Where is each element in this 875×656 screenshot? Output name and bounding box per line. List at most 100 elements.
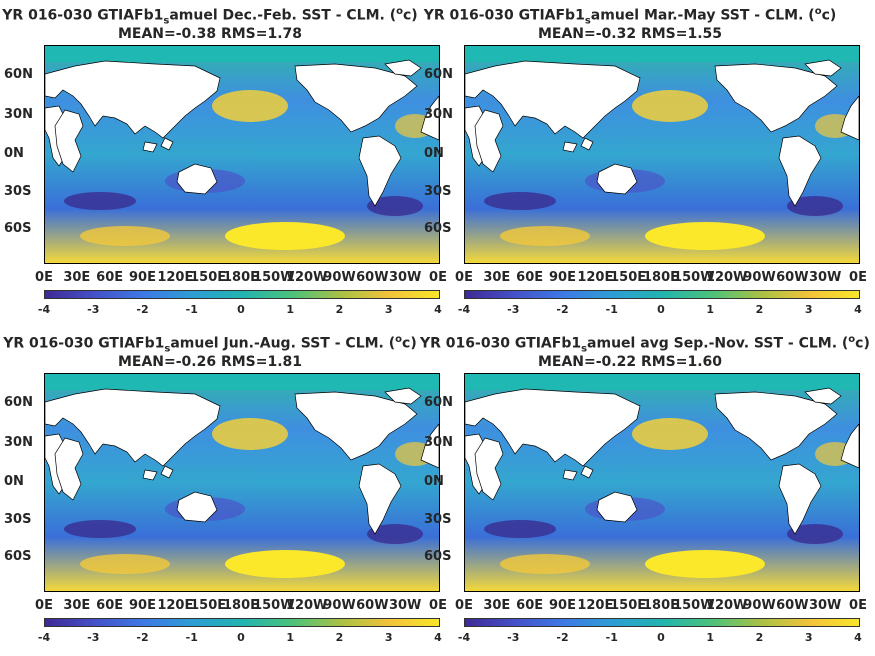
panel-title: YR 016-030 GTIAFb1samuel Mar.-May SST - … xyxy=(420,6,840,26)
map-field xyxy=(45,46,439,263)
colorbar-tick-label: 3 xyxy=(804,631,813,644)
colorbar-tick-label: 2 xyxy=(755,631,764,644)
lon-tick-label: 60E xyxy=(96,598,124,613)
colorbar-tick-label: 4 xyxy=(434,303,442,316)
lon-tick-label: 60W xyxy=(776,270,809,285)
lat-tick-label: 0N xyxy=(424,474,444,489)
map-area xyxy=(464,45,860,264)
lat-tick-label: 60N xyxy=(424,395,453,410)
colorbar-tick-label: -2 xyxy=(556,303,569,316)
lon-tick-label: 120E xyxy=(577,598,614,613)
lon-tick-label: 90W xyxy=(743,598,776,613)
lon-tick-label: 150E xyxy=(610,598,647,613)
colorbar-tick-label: -1 xyxy=(605,631,618,644)
colorbar-tick-label: 3 xyxy=(384,631,393,644)
lon-tick-label: 150W xyxy=(673,598,715,613)
colorbar-tick-label: 3 xyxy=(384,303,393,316)
map-field xyxy=(465,46,859,263)
lon-tick-label: 90W xyxy=(323,598,356,613)
lat-tick-label: 30N xyxy=(424,435,453,450)
lon-tick-label: 120W xyxy=(705,598,748,613)
lon-tick-label: 0E xyxy=(35,270,53,285)
lon-tick-label: 60E xyxy=(516,598,544,613)
colorbar-tick-label: 3 xyxy=(804,303,813,316)
title-unit: c) xyxy=(855,335,870,352)
title-unit: c) xyxy=(821,7,837,24)
lon-tick-label: 120E xyxy=(577,270,614,285)
title-prefix: YR 016-030 GTIAFb1 xyxy=(2,7,164,24)
lon-tick-label: 120E xyxy=(157,270,194,285)
lon-tick-label: 180E xyxy=(642,598,680,613)
title-unit-sup: o xyxy=(848,334,856,345)
colorbar xyxy=(44,290,440,299)
colorbar-tick-label: -3 xyxy=(507,631,520,644)
colorbar-tick-label: -4 xyxy=(457,631,471,644)
colorbar xyxy=(464,618,860,627)
title-sub: s xyxy=(581,343,588,355)
title-sub: s xyxy=(584,15,591,27)
lon-tick-label: 30W xyxy=(808,598,842,613)
lon-tick-label: 30E xyxy=(483,270,511,285)
lon-tick-label: 60W xyxy=(356,598,389,613)
map-panel-4: YR 016-030 GTIAFb1samuel avg Sep.-Nov. S… xyxy=(420,328,870,656)
panel-title: YR 016-030 GTIAFb1samuel Dec.-Feb. SST -… xyxy=(0,6,420,26)
lon-tick-label: 180E xyxy=(222,270,260,285)
lon-tick-label: 0E xyxy=(35,598,53,613)
lon-tick-label: 90E xyxy=(549,270,576,285)
lon-tick-label: 60E xyxy=(96,270,124,285)
lon-tick-label: 30W xyxy=(388,598,422,613)
lat-tick-label: 60N xyxy=(4,67,33,82)
lon-tick-label: 0E xyxy=(429,598,447,613)
colorbar-tick-label: -4 xyxy=(457,303,471,316)
map-panel-1: YR 016-030 GTIAFb1samuel Dec.-Feb. SST -… xyxy=(0,0,447,328)
colorbar-tick-label: -4 xyxy=(37,303,51,316)
lat-tick-label: 60S xyxy=(424,221,452,236)
colorbar-tick-label: 4 xyxy=(434,631,442,644)
map-area xyxy=(44,373,440,592)
panel-title: YR 016-030 GTIAFb1samuel avg Sep.-Nov. S… xyxy=(420,334,870,355)
colorbar-tick-label: 0 xyxy=(237,631,245,644)
panel-title: YR 016-030 GTIAFb1samuel Jun.-Aug. SST -… xyxy=(0,334,420,354)
lon-tick-label: 150E xyxy=(610,270,647,285)
lat-tick-label: 30S xyxy=(4,512,32,527)
lon-tick-label: 0E xyxy=(849,270,867,285)
title-rest: amuel Dec.-Feb. SST - CLM. ( xyxy=(169,7,397,24)
lon-tick-label: 150E xyxy=(190,598,227,613)
colorbar-tick-label: 0 xyxy=(657,303,665,316)
lon-tick-label: 30E xyxy=(63,270,91,285)
map-panel-3: YR 016-030 GTIAFb1samuel Jun.-Aug. SST -… xyxy=(0,328,447,656)
map-panel-2: YR 016-030 GTIAFb1samuel Mar.-May SST - … xyxy=(420,0,867,328)
lat-tick-label: 30N xyxy=(424,107,453,122)
colorbar-tick-label: 4 xyxy=(854,631,862,644)
lon-tick-label: 60E xyxy=(516,270,544,285)
lon-tick-label: 0E xyxy=(455,598,473,613)
colorbar-tick-label: -2 xyxy=(556,631,569,644)
lon-tick-label: 120E xyxy=(157,598,194,613)
lon-tick-label: 180E xyxy=(222,598,260,613)
map-field xyxy=(465,374,859,591)
panel-stats: MEAN=-0.26 RMS=1.81 xyxy=(117,354,303,370)
lat-tick-label: 0N xyxy=(4,474,24,489)
lat-tick-label: 30N xyxy=(4,107,33,122)
map-field xyxy=(45,374,439,591)
lat-tick-label: 60S xyxy=(424,549,452,564)
lat-tick-label: 60S xyxy=(4,221,32,236)
colorbar-tick-label: 1 xyxy=(706,303,715,316)
colorbar-tick-label: -2 xyxy=(136,303,149,316)
panel-stats: MEAN=-0.32 RMS=1.55 xyxy=(537,26,723,42)
lon-tick-label: 90E xyxy=(129,270,156,285)
title-rest: amuel avg Sep.-Nov. SST - CLM. ( xyxy=(587,335,849,352)
colorbar-tick-label: -2 xyxy=(136,631,149,644)
lon-tick-label: 30E xyxy=(483,598,511,613)
lon-tick-label: 30E xyxy=(63,598,91,613)
title-sub: s xyxy=(163,15,170,27)
map-area xyxy=(44,45,440,264)
colorbar-tick-label: -1 xyxy=(185,631,198,644)
panel-stats: MEAN=-0.38 RMS=1.78 xyxy=(117,26,303,42)
lat-tick-label: 30S xyxy=(424,184,452,199)
lon-tick-label: 60W xyxy=(356,270,389,285)
lon-tick-label: 90E xyxy=(549,598,576,613)
colorbar-tick-label: 1 xyxy=(286,631,295,644)
lon-tick-label: 90W xyxy=(743,270,776,285)
colorbar-tick-label: 2 xyxy=(335,631,344,644)
